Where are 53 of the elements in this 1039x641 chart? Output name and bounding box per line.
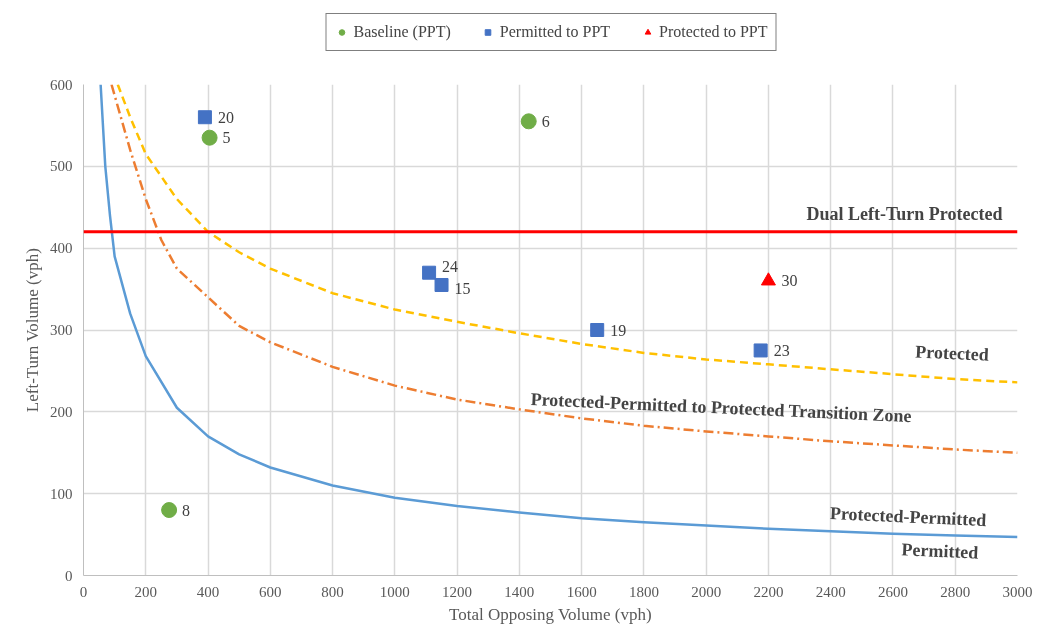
x-tick-label: 1200: [442, 583, 473, 600]
point: [422, 265, 437, 280]
point: [590, 323, 605, 337]
x-tick-label: 1600: [566, 583, 597, 600]
x-tick-label: 2200: [753, 583, 784, 600]
annotation: 24: [442, 258, 459, 276]
annotation: Protected: [914, 341, 990, 365]
x-tick-label: 1400: [504, 583, 535, 600]
annotation: 5: [222, 129, 231, 147]
y-tick-label: 100: [50, 485, 73, 502]
x-tick-label: 2800: [940, 583, 971, 600]
annotation: Protected-Permitted: [829, 503, 987, 531]
point: [760, 272, 776, 286]
y-tick-label: 200: [50, 403, 73, 420]
point: [161, 502, 178, 519]
point: [434, 277, 449, 292]
y-tick-label: 0: [65, 567, 73, 584]
y-tick-label: 300: [50, 322, 73, 338]
point: [201, 129, 218, 146]
annotation: Permitted: [901, 539, 979, 563]
x-tick-label: 800: [321, 583, 344, 600]
annotation: 30: [781, 272, 798, 290]
annotation: 19: [610, 321, 627, 339]
y-tick-label: 400: [50, 240, 73, 257]
x-tick-label: 1000: [379, 583, 410, 600]
x-tick-label: 2600: [877, 583, 908, 600]
x-tick-label: 400: [196, 583, 220, 600]
legend-label: Baseline (PPT): [353, 23, 451, 41]
x-tick-label: 2000: [691, 583, 722, 600]
legend-label: Protected to PPT: [659, 23, 768, 41]
point: [520, 113, 537, 130]
legend-label: Permitted to PPT: [499, 23, 611, 41]
annotation: 6: [541, 112, 550, 130]
x-tick-label: 3000: [1002, 583, 1033, 600]
x-axis-title: Total Opposing Volume (vph): [449, 604, 652, 624]
y-axis-title: Left-Turn Volume (vph): [23, 248, 42, 413]
annotation: 23: [773, 341, 790, 359]
point: [197, 110, 212, 125]
y-tick-label: 500: [50, 158, 73, 175]
x-tick-label: 0: [79, 583, 88, 600]
x-tick-label: 2400: [815, 583, 846, 600]
y-tick-label: 600: [50, 76, 73, 93]
line-series: [116, 84, 1018, 384]
x-tick-label: 600: [259, 583, 282, 600]
annotation: 15: [454, 280, 471, 298]
annotation: Protected-Permitted to Protected Transition Zone: [530, 389, 912, 427]
line-series: [99, 84, 1018, 539]
point: [753, 343, 768, 358]
annotation: 20: [217, 108, 234, 126]
x-tick-label: 1800: [628, 583, 659, 600]
x-tick-label: 200: [134, 583, 158, 600]
annotation: 8: [182, 501, 191, 519]
ref-line-label: Dual Left-Turn Protected: [806, 203, 1003, 224]
